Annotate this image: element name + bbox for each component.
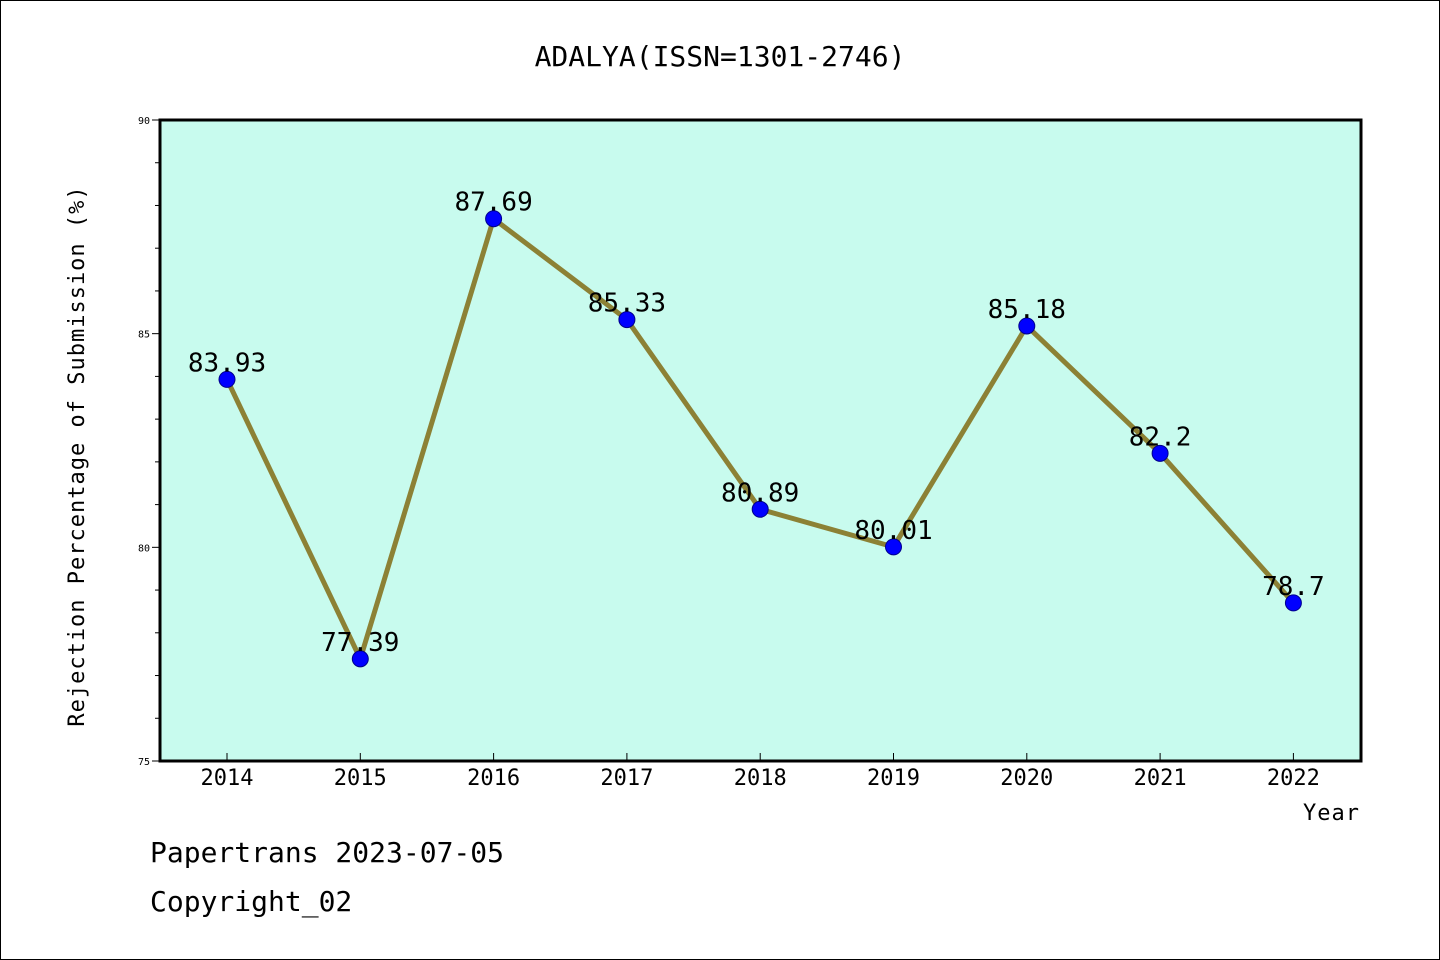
data-markers xyxy=(218,210,1302,668)
x-tick-label: 2017 xyxy=(600,766,653,791)
x-tick-label: 2020 xyxy=(1000,766,1053,791)
data-label: 85.33 xyxy=(588,289,666,319)
data-label: 82.2 xyxy=(1129,422,1192,452)
x-tick-label: 2014 xyxy=(201,766,254,791)
data-label: 87.69 xyxy=(454,188,532,218)
x-tick-label: 2018 xyxy=(734,766,787,791)
data-labels: 83.93 77.39 87.69 85.33 80.89 80.01 85.18 82.2 7… xyxy=(188,188,1325,658)
y-axis-ticks: 75 80 85 90 xyxy=(138,116,160,768)
data-label: 83.93 xyxy=(188,348,266,378)
x-tick-label: 2021 xyxy=(1134,766,1187,791)
x-axis-label: Year xyxy=(1303,801,1360,826)
data-point xyxy=(351,650,369,668)
data-point xyxy=(218,370,236,388)
x-axis-ticks: 2014 2015 2016 2017 2018 2019 2020 2021 2022 xyxy=(201,753,1320,791)
x-tick-label: 2019 xyxy=(867,766,920,791)
data-label: 77.39 xyxy=(321,628,399,658)
x-tick-label: 2015 xyxy=(334,766,387,791)
y-axis-label: Rejection Percentage of Submission (%) xyxy=(65,185,90,726)
data-label: 85.18 xyxy=(988,295,1066,325)
footer-date: Papertrans 2023-07-05 xyxy=(150,836,505,869)
x-tick-label: 2016 xyxy=(467,766,520,791)
data-label: 78.7 xyxy=(1262,572,1325,602)
footer-copyright: Copyright_02 xyxy=(150,885,353,918)
data-label: 80.01 xyxy=(854,516,932,546)
data-point xyxy=(1284,594,1302,612)
data-point xyxy=(751,500,769,518)
data-point xyxy=(885,538,902,556)
data-label: 80.89 xyxy=(721,478,799,508)
data-point xyxy=(1151,444,1169,462)
y-tick-label: 80 xyxy=(138,543,150,554)
data-point xyxy=(618,311,636,329)
y-tick-label: 75 xyxy=(138,757,150,768)
data-point xyxy=(1018,317,1036,335)
y-tick-label: 85 xyxy=(138,330,150,341)
y-tick-label: 90 xyxy=(138,116,150,127)
chart-title: ADALYA(ISSN=1301-2746) xyxy=(535,40,906,73)
data-point xyxy=(485,210,503,228)
x-tick-label: 2022 xyxy=(1267,766,1320,791)
